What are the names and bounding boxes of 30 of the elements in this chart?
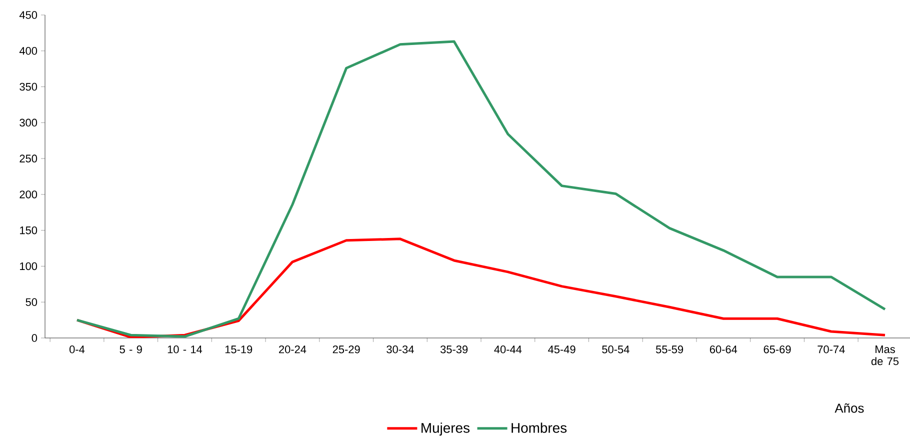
x-tick-label: 65-69 [764,346,791,354]
y-tick-label: 100 [20,262,38,270]
y-tick-label: 50 [26,298,38,306]
x-axis-title: Años [834,403,864,413]
y-tick-label: 250 [20,154,38,162]
x-tick-label: 15-19 [225,346,252,354]
x-tick-label: 20-24 [279,346,306,354]
y-tick-label: 200 [20,190,38,198]
x-tick-label: 55-59 [656,346,684,354]
y-tick-label: 350 [20,82,38,91]
x-tick-label: 45-49 [548,346,576,354]
y-tick-label: 300 [20,118,38,127]
y-tick-label: 150 [20,226,38,234]
x-tick-label: 10 - 14 [168,346,202,354]
x-tick-label: 0-4 [70,346,85,354]
x-tick-label: 25-29 [332,346,360,354]
legend-label: Hombres [512,422,567,433]
x-tick-label: 35-39 [440,346,468,354]
x-tick-label: 30-34 [386,346,414,354]
x-tick-label: 60-64 [710,346,738,354]
x-tick-label: Mas de 75 [871,346,899,366]
line-series [76,40,886,338]
y-tick-label: 0 [32,334,38,342]
legend-label: Mujeres [422,422,470,436]
x-tick-label: 5 - 9 [120,346,142,354]
x-tick-label: 70-74 [818,346,845,354]
x-tick-label: 50-54 [602,346,630,354]
y-tick-label: 400 [19,47,38,55]
y-tick-label: 450 [19,11,38,19]
x-tick-label: 40-44 [494,346,522,354]
